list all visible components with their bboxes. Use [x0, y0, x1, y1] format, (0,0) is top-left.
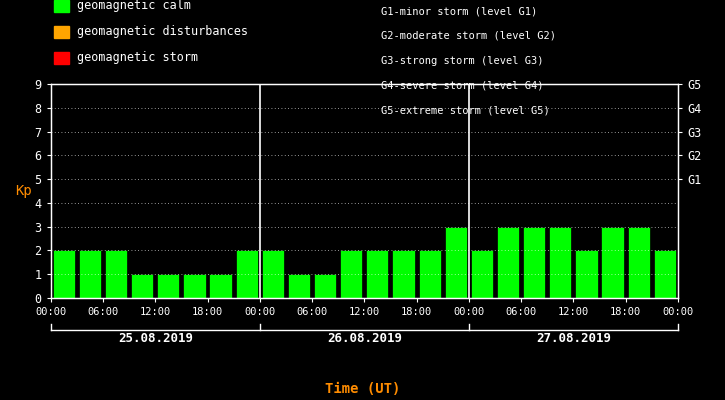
Text: G2-moderate storm (level G2): G2-moderate storm (level G2) — [381, 31, 555, 41]
Bar — [497, 227, 519, 298]
Bar — [444, 227, 467, 298]
Y-axis label: Kp: Kp — [15, 184, 32, 198]
Bar — [340, 250, 362, 298]
Bar — [236, 250, 258, 298]
Text: geomagnetic calm: geomagnetic calm — [78, 0, 191, 12]
Bar — [79, 250, 101, 298]
Text: G1-minor storm (level G1): G1-minor storm (level G1) — [381, 6, 537, 16]
Bar — [392, 250, 415, 298]
Bar — [418, 250, 441, 298]
Text: geomagnetic disturbances: geomagnetic disturbances — [78, 26, 248, 38]
Bar — [183, 274, 206, 298]
Bar — [53, 250, 75, 298]
Bar — [576, 250, 597, 298]
Bar — [602, 227, 624, 298]
Bar — [366, 250, 389, 298]
Bar — [262, 250, 284, 298]
Text: 25.08.2019: 25.08.2019 — [117, 332, 193, 345]
Bar — [288, 274, 310, 298]
Text: G4-severe storm (level G4): G4-severe storm (level G4) — [381, 80, 543, 90]
Bar — [157, 274, 180, 298]
Text: geomagnetic storm: geomagnetic storm — [78, 52, 199, 64]
Text: G3-strong storm (level G3): G3-strong storm (level G3) — [381, 56, 543, 66]
Bar — [131, 274, 153, 298]
Text: 27.08.2019: 27.08.2019 — [536, 332, 611, 345]
Bar — [549, 227, 571, 298]
Bar — [523, 227, 545, 298]
Text: 26.08.2019: 26.08.2019 — [327, 332, 402, 345]
Bar — [314, 274, 336, 298]
Text: G5-extreme storm (level G5): G5-extreme storm (level G5) — [381, 105, 550, 115]
Bar — [105, 250, 127, 298]
Text: Time (UT): Time (UT) — [325, 382, 400, 396]
Bar — [471, 250, 493, 298]
Bar — [628, 227, 650, 298]
Bar — [210, 274, 232, 298]
Bar — [654, 250, 676, 298]
